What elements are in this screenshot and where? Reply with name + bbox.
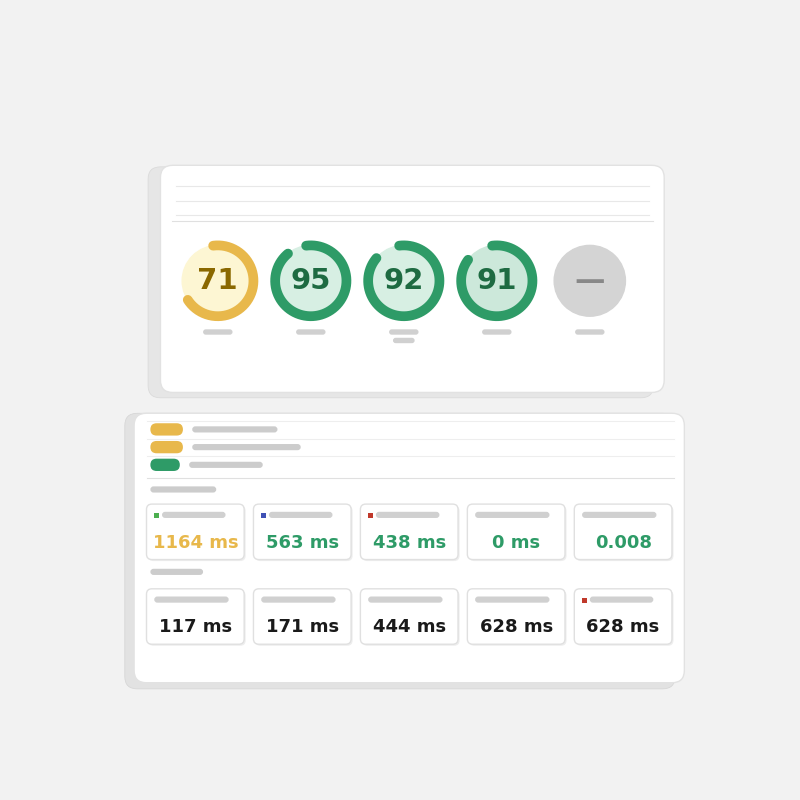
Text: 95: 95 xyxy=(290,267,331,295)
FancyBboxPatch shape xyxy=(467,589,565,644)
Text: 438 ms: 438 ms xyxy=(373,534,446,552)
Circle shape xyxy=(461,246,533,316)
Text: 117 ms: 117 ms xyxy=(158,618,232,636)
FancyBboxPatch shape xyxy=(189,462,262,468)
FancyBboxPatch shape xyxy=(361,589,458,644)
FancyBboxPatch shape xyxy=(146,504,244,559)
FancyBboxPatch shape xyxy=(362,590,459,646)
FancyBboxPatch shape xyxy=(393,338,414,343)
FancyBboxPatch shape xyxy=(574,504,672,559)
Text: 171 ms: 171 ms xyxy=(266,618,339,636)
FancyBboxPatch shape xyxy=(469,590,566,646)
FancyBboxPatch shape xyxy=(475,597,550,602)
Bar xyxy=(154,514,159,518)
Text: 0 ms: 0 ms xyxy=(492,534,540,552)
FancyBboxPatch shape xyxy=(150,458,180,471)
FancyBboxPatch shape xyxy=(125,414,675,689)
Text: 628 ms: 628 ms xyxy=(586,618,660,636)
FancyBboxPatch shape xyxy=(255,506,353,561)
FancyBboxPatch shape xyxy=(150,423,183,435)
FancyBboxPatch shape xyxy=(134,414,684,682)
Circle shape xyxy=(182,246,254,316)
FancyBboxPatch shape xyxy=(389,330,418,334)
FancyBboxPatch shape xyxy=(576,506,674,561)
FancyBboxPatch shape xyxy=(150,441,183,454)
Text: 71: 71 xyxy=(198,267,238,295)
FancyBboxPatch shape xyxy=(475,512,550,518)
Text: —: — xyxy=(574,266,605,295)
FancyBboxPatch shape xyxy=(368,597,442,602)
FancyBboxPatch shape xyxy=(576,590,674,646)
FancyBboxPatch shape xyxy=(254,589,351,644)
FancyBboxPatch shape xyxy=(154,597,229,602)
FancyBboxPatch shape xyxy=(203,330,233,334)
FancyBboxPatch shape xyxy=(482,330,511,334)
FancyBboxPatch shape xyxy=(574,589,672,644)
FancyBboxPatch shape xyxy=(362,506,459,561)
Text: 0.008: 0.008 xyxy=(594,534,652,552)
Circle shape xyxy=(554,246,626,316)
FancyBboxPatch shape xyxy=(376,512,439,518)
Text: 92: 92 xyxy=(384,267,424,295)
FancyBboxPatch shape xyxy=(262,597,336,602)
Bar xyxy=(582,598,586,602)
Circle shape xyxy=(275,246,346,316)
Text: 1164 ms: 1164 ms xyxy=(153,534,238,552)
FancyBboxPatch shape xyxy=(582,512,657,518)
FancyBboxPatch shape xyxy=(269,512,333,518)
Text: 91: 91 xyxy=(477,267,517,295)
Bar xyxy=(262,514,266,518)
FancyBboxPatch shape xyxy=(162,512,226,518)
FancyBboxPatch shape xyxy=(255,590,353,646)
FancyBboxPatch shape xyxy=(361,504,458,559)
FancyBboxPatch shape xyxy=(161,166,664,393)
Text: 444 ms: 444 ms xyxy=(373,618,446,636)
FancyBboxPatch shape xyxy=(150,569,203,575)
FancyBboxPatch shape xyxy=(148,506,246,561)
FancyBboxPatch shape xyxy=(469,506,566,561)
FancyBboxPatch shape xyxy=(254,504,351,559)
Text: 563 ms: 563 ms xyxy=(266,534,339,552)
FancyBboxPatch shape xyxy=(590,597,654,602)
Circle shape xyxy=(368,246,439,316)
FancyBboxPatch shape xyxy=(467,504,565,559)
FancyBboxPatch shape xyxy=(192,444,301,450)
FancyBboxPatch shape xyxy=(146,589,244,644)
FancyBboxPatch shape xyxy=(148,167,654,398)
FancyBboxPatch shape xyxy=(192,426,278,433)
FancyBboxPatch shape xyxy=(148,590,246,646)
Text: 628 ms: 628 ms xyxy=(479,618,553,636)
FancyBboxPatch shape xyxy=(296,330,326,334)
FancyBboxPatch shape xyxy=(150,486,216,493)
Bar xyxy=(368,514,373,518)
FancyBboxPatch shape xyxy=(575,330,605,334)
